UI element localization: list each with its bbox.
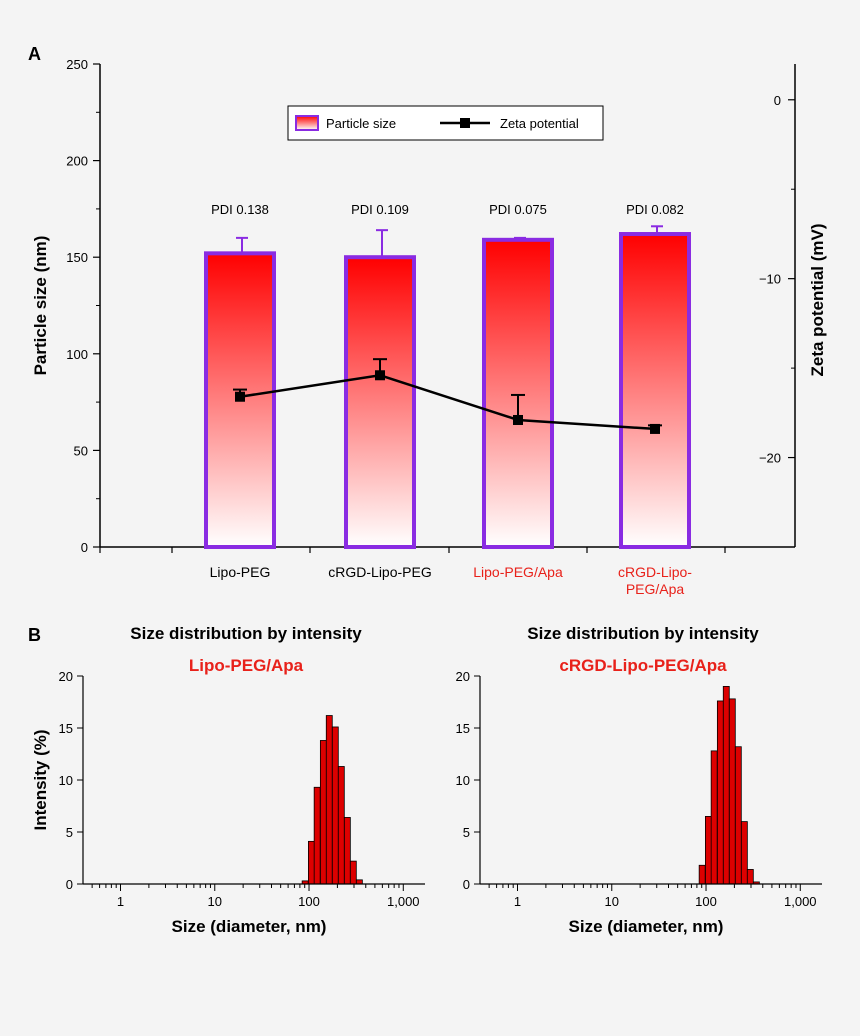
chart-b-left: Size distribution by intensity Lipo-PEG/A… — [31, 624, 425, 936]
hist-y-tick-label: 0 — [66, 877, 73, 892]
hist-bin — [710, 750, 718, 885]
pdi-annotation: PDI 0.138 — [211, 202, 269, 217]
hist-y-tick-label: 15 — [59, 721, 73, 736]
hist-bin — [349, 860, 357, 885]
hist-bin — [319, 740, 327, 885]
hist-x-tick-label: 100 — [298, 894, 320, 909]
hist-bin — [698, 864, 706, 885]
category-label: PEG/Apa — [626, 581, 685, 597]
size-bar — [344, 255, 416, 549]
y-tick-label: 0 — [81, 540, 88, 555]
hist-x-tick-label: 1 — [514, 894, 521, 909]
hist-x-tick-label: 1,000 — [784, 894, 817, 909]
hist-y-tick-label: 20 — [59, 669, 73, 684]
hist-x-tick-label: 10 — [208, 894, 222, 909]
category-label: cRGD-Lipo-PEG — [328, 564, 431, 580]
pdi-annotation: PDI 0.075 — [489, 202, 547, 217]
chart-a: 0 50 100 150 200 250 0 −10 −20 Particle size (nm)… — [31, 57, 827, 597]
y2-tick-label: −10 — [759, 272, 781, 287]
pdi-annotation: PDI 0.082 — [626, 202, 684, 217]
y2-tick-label: −20 — [759, 451, 781, 466]
y-tick-label: 250 — [66, 57, 88, 72]
legend-label-particle-size: Particle size — [326, 116, 396, 131]
category-label: cRGD-Lipo- — [618, 564, 692, 580]
y-axis-title: Particle size (nm) — [31, 236, 50, 376]
hist-y-axis-title: Intensity (%) — [31, 729, 50, 830]
size-bar — [482, 237, 554, 549]
hist-bin — [722, 686, 730, 885]
legend-marker-swatch — [460, 118, 470, 128]
zeta-marker — [513, 414, 523, 425]
hist-bin — [343, 817, 351, 885]
hist-y-tick-label: 10 — [59, 773, 73, 788]
hist-bin — [740, 821, 748, 885]
y-tick-label: 200 — [66, 154, 88, 169]
y2-tick-label: 0 — [774, 93, 781, 108]
hist-bin — [308, 840, 315, 885]
hist-y-tick-label: 15 — [456, 721, 470, 736]
hist-x-tick-label: 10 — [605, 894, 619, 909]
hist-y-tick-label: 10 — [456, 773, 470, 788]
y-tick-label: 100 — [66, 347, 88, 362]
legend: Particle size Zeta potential — [287, 105, 604, 141]
hist-bin — [734, 746, 742, 885]
panel-label-a: A — [28, 44, 41, 64]
hist-x-axis-title: Size (diameter, nm) — [569, 917, 724, 936]
zeta-marker — [375, 370, 385, 381]
zeta-marker — [235, 391, 245, 402]
zeta-line — [239, 373, 656, 431]
y-tick-label: 150 — [66, 250, 88, 265]
hist-bin — [728, 698, 736, 885]
hist-bin — [705, 816, 712, 885]
hist-y-tick-label: 5 — [463, 825, 470, 840]
hist-bin — [325, 715, 333, 885]
hist-y-tick-label: 20 — [456, 669, 470, 684]
category-label: Lipo-PEG — [210, 564, 271, 580]
hist-subtitle: Lipo-PEG/Apa — [189, 656, 304, 675]
legend-bar-swatch — [295, 115, 319, 131]
y-tick-label: 50 — [74, 443, 88, 458]
hist-y-tick-label: 0 — [463, 877, 470, 892]
legend-label-zeta: Zeta potential — [500, 116, 579, 131]
hist-subtitle: cRGD-Lipo-PEG/Apa — [559, 656, 727, 675]
pdi-annotation: PDI 0.109 — [351, 202, 409, 217]
hist-y-tick-label: 5 — [66, 825, 73, 840]
hist-bin — [313, 786, 321, 885]
hist-x-tick-label: 1 — [117, 894, 124, 909]
size-bar — [619, 232, 691, 550]
hist-bin — [746, 869, 754, 885]
hist-title: Size distribution by intensity — [130, 624, 362, 643]
hist-bin — [337, 766, 345, 885]
y2-axis-title: Zeta potential (mV) — [808, 223, 827, 376]
chart-b-right: Size distribution by intensity cRGD-Lipo-… — [456, 624, 822, 936]
panel-label-b: B — [28, 625, 41, 645]
category-label: Lipo-PEG/Apa — [473, 564, 563, 580]
hist-bin — [716, 700, 724, 885]
hist-x-tick-label: 100 — [695, 894, 717, 909]
hist-bin — [331, 726, 339, 885]
hist-x-axis-title: Size (diameter, nm) — [172, 917, 327, 936]
zeta-marker — [650, 423, 660, 434]
hist-title: Size distribution by intensity — [527, 624, 759, 643]
hist-x-tick-label: 1,000 — [387, 894, 420, 909]
hist-bin — [355, 879, 363, 885]
